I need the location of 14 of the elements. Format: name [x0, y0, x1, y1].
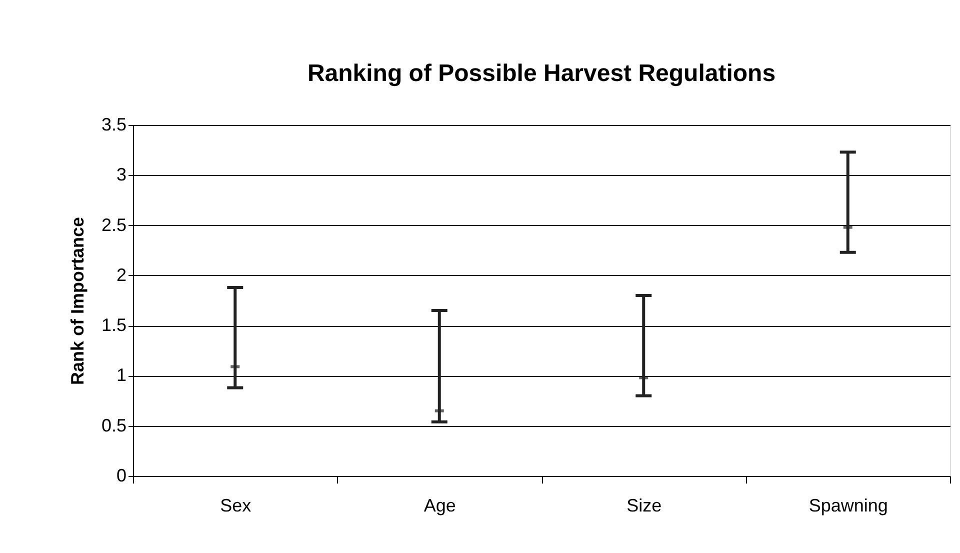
y-tick-label: 1.5 [101, 315, 126, 336]
y-tick-label: 2.5 [101, 214, 126, 235]
y-tick-label: 0 [116, 466, 126, 486]
x-tick-label: Size [626, 496, 662, 516]
y-axis-title: Rank of Importance [67, 216, 88, 386]
x-tick-label: Sex [220, 496, 252, 516]
x-tick-label: Age [424, 496, 456, 516]
y-tick-label: 3.5 [101, 114, 126, 134]
chart-title: Ranking of Possible Harvest Regulations [307, 60, 776, 87]
y-tick-label: 1 [116, 365, 126, 386]
y-tick-label: 3 [116, 164, 126, 185]
x-tick-label: Spawning [808, 496, 888, 516]
y-tick-label: 2 [116, 264, 126, 285]
y-tick-label: 0.5 [101, 415, 126, 436]
